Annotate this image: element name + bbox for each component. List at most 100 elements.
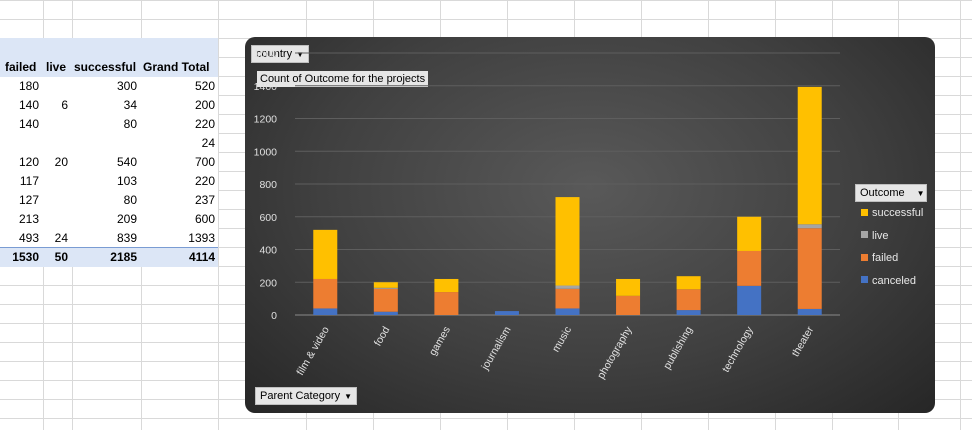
pivot-header-band <box>0 38 218 58</box>
cell-grand-total[interactable]: 220 <box>194 117 215 131</box>
cell-live[interactable] <box>43 134 68 153</box>
outcome-filter-button[interactable]: Outcome ▼ <box>855 184 927 202</box>
cell-failed[interactable]: 493 <box>18 231 39 245</box>
total-live[interactable]: 50 <box>54 250 68 264</box>
x-tick-label: theater <box>790 324 817 359</box>
cell-live[interactable] <box>43 191 68 210</box>
bar-segment-canceled-music[interactable] <box>555 308 580 315</box>
cell-grand-total[interactable]: 24 <box>201 136 215 150</box>
legend-label: failed <box>872 252 899 264</box>
cell-successful[interactable]: 209 <box>116 212 137 226</box>
bar-segment-live-food[interactable] <box>373 287 398 289</box>
cell-successful[interactable]: 540 <box>116 155 137 169</box>
y-tick-label: 1000 <box>254 146 278 158</box>
bar-segment-canceled-journalism[interactable] <box>494 311 519 315</box>
cell-live[interactable] <box>43 115 68 134</box>
bar-segment-failed-photography[interactable] <box>616 295 641 315</box>
dropdown-arrow-icon: ▼ <box>344 392 353 401</box>
legend-item-successful[interactable]: successful <box>861 206 923 220</box>
cell-grand-total[interactable]: 200 <box>194 98 215 112</box>
legend-item-canceled[interactable]: canceled <box>861 274 916 288</box>
cell-live[interactable] <box>43 172 68 191</box>
cell-failed[interactable] <box>0 134 39 153</box>
cell-successful[interactable]: 103 <box>116 174 137 188</box>
cell-live[interactable]: 6 <box>61 98 68 112</box>
legend-item-live[interactable]: live <box>861 229 889 243</box>
chart-title[interactable]: Count of Outcome for the projects <box>257 71 429 87</box>
bar-segment-successful-theater[interactable] <box>797 86 822 225</box>
cell-live[interactable]: 20 <box>54 155 68 169</box>
cell-live[interactable] <box>43 77 68 96</box>
x-tick-label: journalism <box>479 324 514 373</box>
x-tick-label: music <box>550 325 574 355</box>
parent-category-button[interactable]: Parent Category ▼ <box>255 387 358 405</box>
col-header-failed[interactable]: failed <box>5 60 37 74</box>
y-tick-label: 600 <box>259 212 277 224</box>
y-tick-label: 0 <box>271 310 277 322</box>
dropdown-arrow-icon: ▼ <box>916 189 925 198</box>
bar-segment-successful-film-video[interactable] <box>313 229 338 279</box>
bar-segment-successful-technology[interactable] <box>737 216 762 251</box>
country-filter-label: country <box>256 48 293 60</box>
cell-failed[interactable]: 140 <box>18 98 39 112</box>
cell-grand-total[interactable]: 600 <box>194 212 215 226</box>
col-header-live[interactable]: live <box>46 60 67 74</box>
bar-segment-failed-technology[interactable] <box>737 250 762 286</box>
cell-grand-total[interactable]: 520 <box>194 79 215 93</box>
total-grand[interactable]: 4114 <box>188 250 215 264</box>
bar-segment-successful-photography[interactable] <box>616 278 641 296</box>
cell-live[interactable]: 24 <box>54 231 68 245</box>
cell-successful[interactable]: 80 <box>123 117 137 131</box>
bar-segment-canceled-film-video[interactable] <box>313 308 338 315</box>
bar-segment-canceled-theater[interactable] <box>797 308 822 315</box>
cell-grand-total[interactable]: 700 <box>194 155 215 169</box>
y-tick-label: 1400 <box>254 81 278 93</box>
bar-segment-failed-film-video[interactable] <box>313 278 338 309</box>
country-filter-button[interactable]: country ▼ <box>251 45 309 63</box>
bar-segment-live-theater[interactable] <box>797 224 822 229</box>
cell-failed[interactable]: 213 <box>18 212 39 226</box>
cell-successful[interactable]: 80 <box>123 193 137 207</box>
bar-segment-successful-food[interactable] <box>373 282 398 288</box>
x-tick-label: photography <box>595 324 635 381</box>
bar-segment-canceled-technology[interactable] <box>737 285 762 315</box>
cell-failed[interactable]: 180 <box>18 79 39 93</box>
total-failed[interactable]: 1530 <box>12 250 39 264</box>
cell-failed[interactable]: 120 <box>18 155 39 169</box>
cell-grand-total[interactable]: 237 <box>194 193 215 207</box>
y-tick-label: 1200 <box>254 114 278 126</box>
bar-segment-canceled-food[interactable] <box>373 311 398 315</box>
bar-segment-successful-publishing[interactable] <box>676 276 701 290</box>
cell-successful[interactable]: 839 <box>116 231 137 245</box>
outcome-filter-label: Outcome <box>860 187 905 199</box>
x-tick-label: food <box>372 324 393 348</box>
bar-segment-successful-music[interactable] <box>555 197 580 286</box>
cell-failed[interactable]: 117 <box>19 174 39 188</box>
bar-segment-failed-games[interactable] <box>434 292 459 315</box>
cell-grand-total[interactable]: 220 <box>194 174 215 188</box>
pivot-chart[interactable]: country ▼ Count of Outcome for the projec… <box>245 37 935 413</box>
legend-item-failed[interactable]: failed <box>861 251 898 265</box>
bar-segment-failed-publishing[interactable] <box>676 289 701 311</box>
bar-segment-failed-theater[interactable] <box>797 228 822 309</box>
parent-category-label: Parent Category <box>260 390 341 402</box>
col-header-successful[interactable]: successful <box>74 60 137 74</box>
cell-live[interactable] <box>43 210 68 229</box>
chart-plot-area[interactable]: 0 200 400 600 800 1000 1200 1400 1600 film & vide… <box>245 37 935 413</box>
total-successful[interactable]: 2185 <box>110 250 137 264</box>
cell-grand-total[interactable]: 1393 <box>188 231 215 245</box>
bar-segment-failed-music[interactable] <box>555 288 580 309</box>
bar-segment-canceled-publishing[interactable] <box>676 310 701 315</box>
col-header-grand-total[interactable]: Grand Total <box>143 60 210 74</box>
bar-segment-live-music[interactable] <box>555 285 580 289</box>
x-tick-label: publishing <box>661 324 695 371</box>
cell-successful[interactable]: 34 <box>123 98 137 112</box>
cell-failed[interactable]: 127 <box>18 193 39 207</box>
bar-segment-successful-games[interactable] <box>434 278 459 293</box>
y-tick-label: 400 <box>259 245 277 257</box>
cell-successful[interactable]: 300 <box>116 79 137 93</box>
bar-segment-failed-food[interactable] <box>373 288 398 312</box>
pivot-header-row <box>0 58 218 77</box>
cell-successful[interactable] <box>72 134 137 153</box>
cell-failed[interactable]: 140 <box>18 117 39 131</box>
